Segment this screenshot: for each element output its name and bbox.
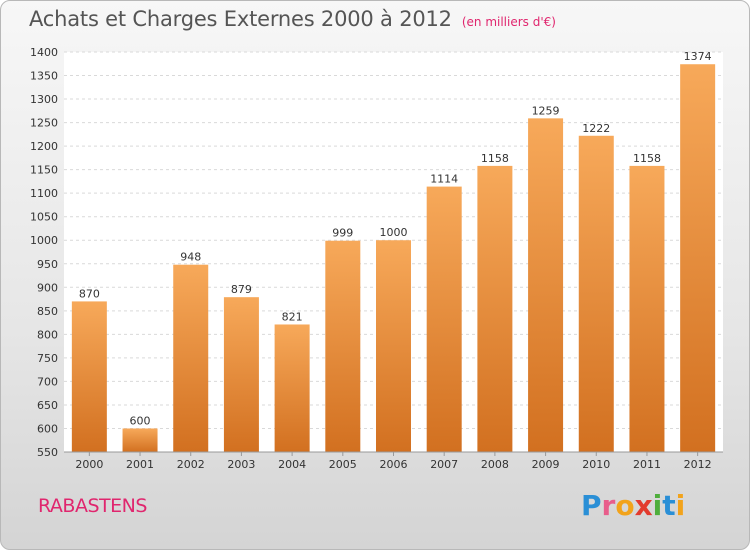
x-tick-label: 2009 — [532, 458, 560, 471]
y-tick-label: 650 — [37, 399, 58, 412]
bar-2001 — [122, 428, 158, 452]
logo-letter: i — [675, 489, 686, 522]
x-axis: 2000 2001 2002 2003 2004 2005 2006 2007 2008 2009… — [75, 452, 712, 471]
data-label-2001: 600 — [130, 414, 151, 427]
data-label-2012: 1374 — [684, 50, 712, 63]
bar-2009 — [528, 118, 564, 453]
y-tick-label: 750 — [37, 352, 58, 365]
y-tick-label: 700 — [37, 375, 58, 388]
logo-letter: i — [652, 489, 663, 522]
y-tick-label: 1150 — [30, 164, 58, 177]
x-tick-label: 2003 — [227, 458, 255, 471]
data-label-2000: 870 — [79, 287, 100, 300]
bars: 870 600 948 879 821 999 1000 1114 1158 1259 1222 11… — [71, 50, 716, 453]
y-tick-label: 1200 — [30, 140, 58, 153]
logo-letter: t — [662, 489, 676, 522]
data-label-2007: 1114 — [430, 173, 458, 186]
proxiti-logo: Proxiti — [581, 489, 685, 522]
chart-subtitle: (en milliers d'€) — [461, 15, 556, 29]
bar-2004 — [274, 324, 310, 452]
y-tick-label: 1400 — [30, 46, 58, 59]
bar-2012 — [680, 64, 716, 452]
town-name: RABASTENS — [38, 495, 147, 517]
x-tick-label: 2001 — [126, 458, 154, 471]
y-axis: 550 600 650 700 750 800 850 900 950 1000 1050 1100 1… — [30, 46, 58, 459]
data-label-2003: 879 — [231, 283, 252, 296]
x-tick-label: 2012 — [684, 458, 712, 471]
data-label-2011: 1158 — [633, 152, 661, 165]
bar-2010 — [578, 135, 614, 452]
logo-letter: o — [615, 489, 635, 522]
y-tick-label: 1350 — [30, 70, 58, 83]
y-tick-label: 1300 — [30, 93, 58, 106]
x-tick-label: 2007 — [430, 458, 458, 471]
x-tick-label: 2002 — [177, 458, 205, 471]
bar-2007 — [426, 186, 462, 452]
data-label-2006: 1000 — [380, 226, 408, 239]
bar-2005 — [325, 240, 361, 452]
logo-letter: P — [581, 489, 602, 522]
bar-2006 — [376, 240, 411, 452]
y-tick-label: 800 — [37, 328, 58, 341]
x-tick-label: 2000 — [75, 458, 103, 471]
bar-2000 — [71, 301, 107, 452]
y-tick-label: 1000 — [30, 234, 58, 247]
y-tick-label: 1050 — [30, 211, 58, 224]
bar-2002 — [173, 264, 209, 452]
x-tick-label: 2006 — [380, 458, 408, 471]
y-tick-label: 600 — [37, 422, 58, 435]
title-text: Achats et Charges Externes 2000 à 2012 — [29, 7, 452, 31]
y-tick-label: 900 — [37, 281, 58, 294]
data-label-2002: 948 — [180, 251, 201, 264]
data-label-2009: 1259 — [532, 104, 560, 117]
x-tick-label: 2008 — [481, 458, 509, 471]
data-label-2005: 999 — [332, 227, 353, 240]
bar-2011 — [629, 165, 665, 452]
bar-2008 — [477, 165, 513, 452]
y-tick-label: 850 — [37, 305, 58, 318]
x-tick-label: 2010 — [582, 458, 610, 471]
x-tick-label: 2011 — [633, 458, 661, 471]
logo-letter: r — [601, 489, 616, 522]
data-label-2004: 821 — [282, 310, 303, 323]
x-tick-label: 2005 — [329, 458, 357, 471]
logo-letter: x — [634, 489, 653, 522]
y-tick-label: 950 — [37, 258, 58, 271]
data-label-2008: 1158 — [481, 152, 509, 165]
chart-title: Achats et Charges Externes 2000 à 2012 (e… — [29, 7, 556, 31]
bar-2003 — [223, 297, 259, 452]
x-tick-label: 2004 — [278, 458, 306, 471]
y-tick-label: 550 — [37, 446, 58, 459]
y-tick-label: 1250 — [30, 117, 58, 130]
data-label-2010: 1222 — [582, 122, 610, 135]
y-tick-label: 1100 — [30, 187, 58, 200]
